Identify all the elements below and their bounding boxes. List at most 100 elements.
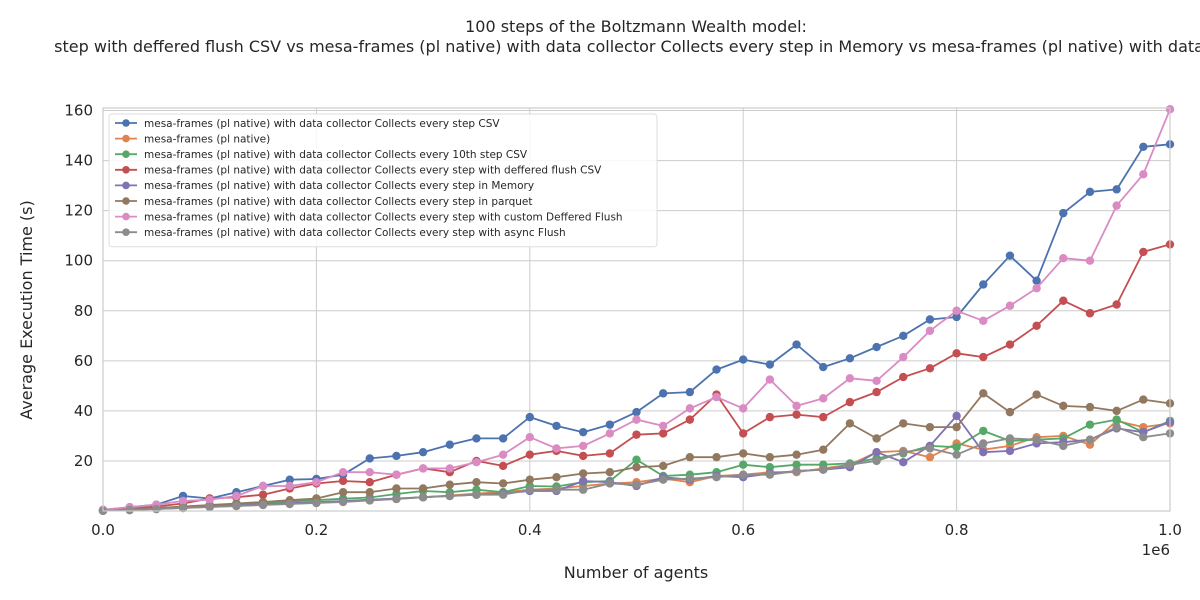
data-point — [445, 464, 454, 473]
data-point — [578, 485, 588, 494]
data-point — [739, 404, 748, 413]
data-point — [819, 445, 828, 454]
data-point — [472, 478, 481, 487]
data-point — [1139, 432, 1148, 442]
y-tick-label: 160 — [64, 102, 93, 120]
data-point — [979, 447, 988, 457]
data-point — [552, 485, 561, 494]
data-point — [925, 422, 935, 432]
data-point — [685, 415, 695, 424]
data-point — [792, 450, 801, 459]
data-point — [125, 505, 134, 515]
data-point — [1085, 256, 1095, 265]
data-point — [578, 476, 588, 486]
data-point — [658, 475, 668, 484]
legend-item: mesa-frames (pl native) with data collec… — [115, 227, 566, 239]
y-axis-label: Average Execution Time (s) — [17, 200, 36, 419]
data-point — [1139, 395, 1148, 404]
data-point — [658, 429, 668, 438]
data-point — [498, 479, 508, 488]
data-point — [845, 397, 855, 407]
data-point — [765, 360, 775, 369]
data-point — [739, 355, 748, 364]
data-point — [899, 457, 908, 467]
data-point — [658, 389, 668, 398]
data-point — [872, 376, 881, 386]
data-point — [605, 449, 615, 458]
x-tick-label: 0.4 — [518, 521, 542, 539]
data-point — [632, 430, 641, 439]
data-point — [1005, 340, 1015, 349]
data-point — [632, 407, 641, 417]
data-point — [979, 426, 988, 436]
data-point — [739, 470, 748, 479]
x-axis-ticks: 0.0 0.2 0.4 0.6 0.8 1.0 — [91, 521, 1182, 539]
data-point — [792, 410, 801, 419]
data-point — [178, 503, 188, 513]
data-point — [1139, 142, 1148, 151]
data-point — [285, 499, 294, 509]
data-point — [925, 444, 935, 453]
data-point — [899, 447, 908, 457]
data-point — [1032, 435, 1041, 444]
data-point — [712, 392, 721, 402]
data-point — [792, 401, 801, 411]
legend-item: mesa-frames (pl native) — [115, 133, 270, 145]
y-tick-label: 120 — [64, 202, 93, 220]
data-point — [1085, 435, 1095, 444]
data-point — [1005, 251, 1015, 260]
legend-box — [108, 113, 658, 248]
data-point — [258, 500, 268, 510]
data-point — [605, 468, 615, 477]
data-point — [525, 412, 534, 422]
data-point — [658, 421, 668, 431]
legend-item: mesa-frames (pl native) with data collec… — [115, 165, 602, 177]
y-tick-label: 140 — [64, 152, 93, 170]
data-point — [365, 454, 374, 463]
chart-title: 100 steps of the Boltzmann Wealth model:… — [54, 17, 1200, 56]
data-point — [525, 450, 534, 459]
legend-marker — [122, 197, 130, 205]
data-point — [819, 412, 828, 422]
data-point — [925, 364, 935, 373]
data-point — [472, 434, 481, 443]
data-point — [765, 470, 775, 479]
data-point — [338, 497, 348, 507]
data-point — [312, 498, 321, 508]
data-point — [1059, 253, 1068, 263]
data-point — [845, 354, 855, 363]
data-point — [418, 484, 428, 493]
data-point — [525, 432, 534, 442]
data-point — [979, 316, 988, 325]
data-point — [392, 470, 401, 479]
legend-label: mesa-frames (pl native) — [144, 133, 270, 145]
data-point — [312, 478, 321, 487]
data-point — [739, 460, 748, 469]
data-point — [578, 451, 588, 461]
x-axis-label: Number of agents — [564, 563, 708, 582]
data-point — [819, 362, 828, 372]
data-point — [1085, 420, 1095, 429]
data-point — [365, 496, 374, 505]
data-point — [872, 434, 881, 443]
data-point — [1005, 301, 1015, 310]
data-point — [552, 421, 561, 431]
data-point — [739, 429, 748, 438]
legend-marker — [122, 181, 130, 190]
title-line-2: step with deffered flush CSV vs mesa-fra… — [54, 37, 1200, 56]
data-point — [1112, 300, 1121, 309]
legend-label: mesa-frames (pl native) with data collec… — [144, 118, 500, 130]
legend-item: mesa-frames (pl native) with data collec… — [115, 118, 500, 130]
data-point — [845, 419, 855, 428]
data-point — [979, 439, 988, 448]
data-point — [819, 394, 828, 403]
x-tick-label: 1.0 — [1158, 521, 1182, 539]
data-point — [1005, 407, 1015, 417]
legend: mesa-frames (pl native) with data collec… — [108, 113, 658, 248]
data-point — [472, 457, 481, 467]
data-point — [445, 480, 454, 489]
y-tick-label: 20 — [74, 452, 93, 470]
data-point — [925, 452, 935, 462]
data-point — [1085, 402, 1095, 412]
data-point — [1112, 406, 1121, 416]
